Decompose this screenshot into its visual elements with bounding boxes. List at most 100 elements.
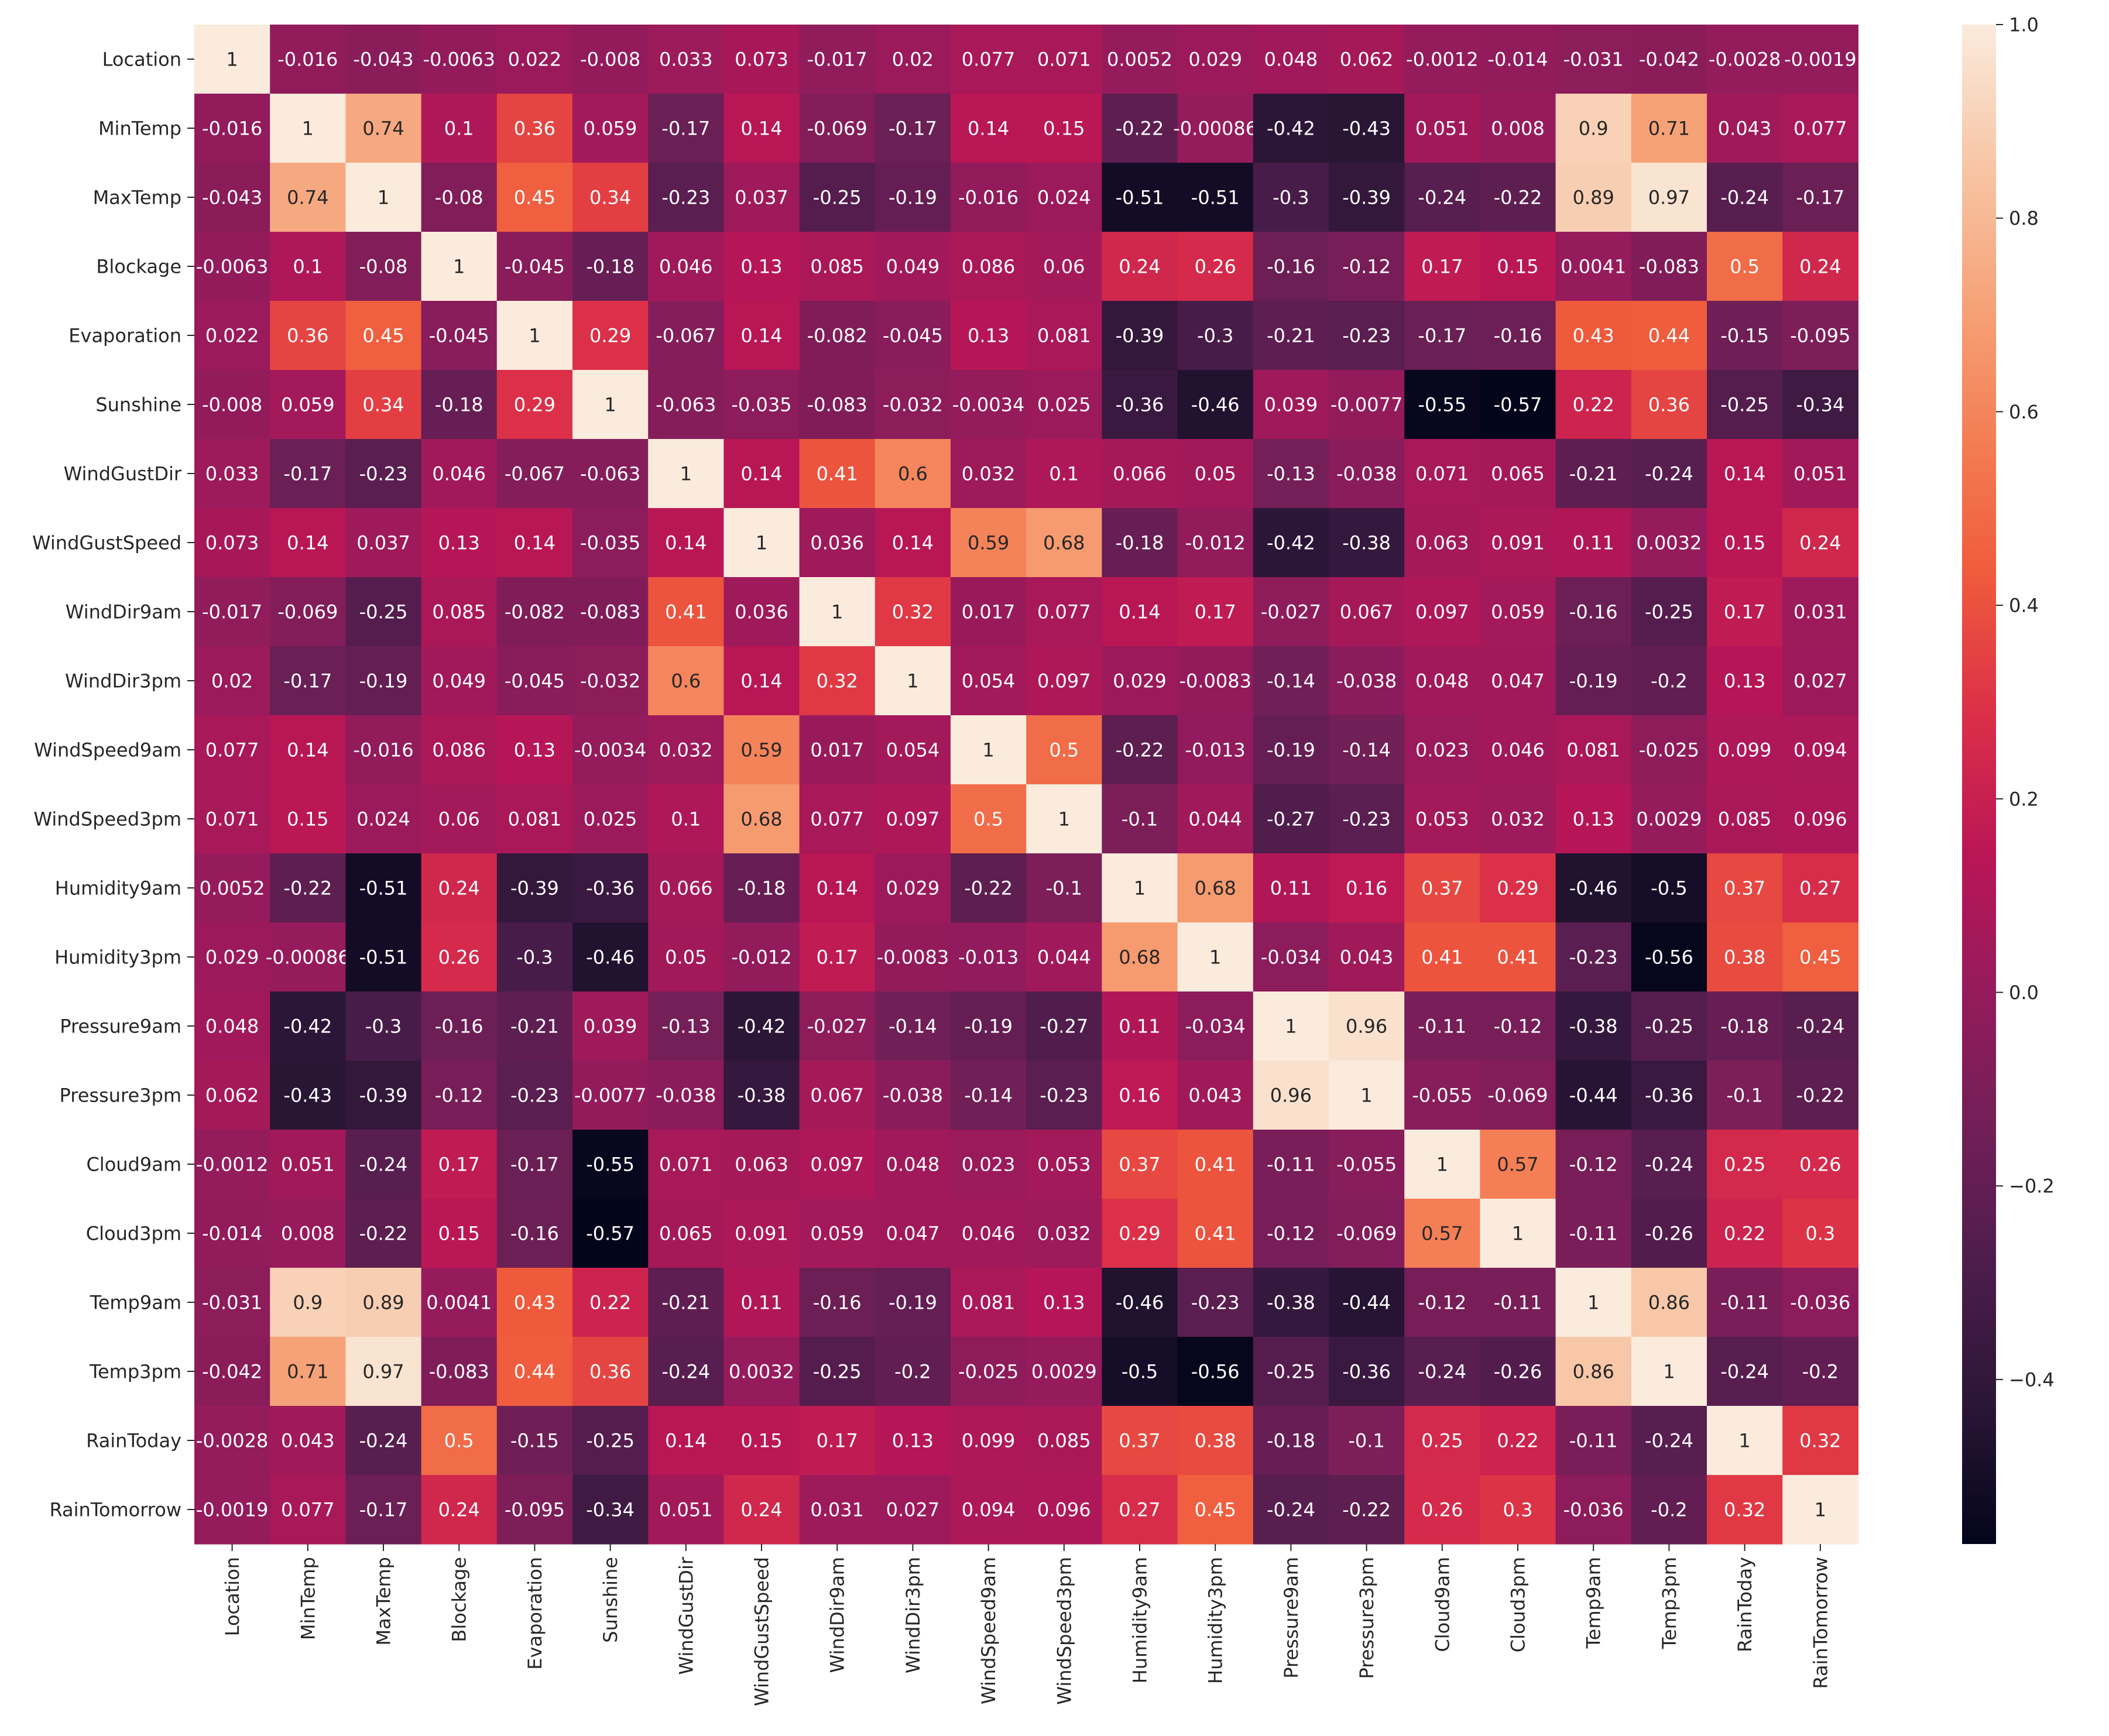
cell-value-label: -0.1 [1046,877,1082,900]
heatmap-cell [1631,25,1707,94]
y-tick-label: RainToday [86,1430,181,1452]
heatmap-cell [648,577,724,647]
heatmap-cell [1707,1475,1783,1545]
cell-value-label: -0.0012 [1406,49,1479,71]
cell-value-label: -0.57 [1494,394,1542,416]
heatmap-cell [1253,1130,1329,1199]
heatmap-cell [799,715,876,785]
x-tick-label: RainToday [1734,1557,1756,1652]
cell-value-label: -0.17 [510,1154,559,1176]
heatmap-cell [875,922,951,992]
heatmap-cell [1329,232,1405,301]
cell-value-label: 0.26 [1195,256,1236,278]
cell-value-label: -0.012 [1185,532,1246,554]
heatmap-cell [421,439,498,509]
heatmap-cell [799,646,876,716]
cell-value-label: 0.14 [287,532,328,554]
heatmap-cell [1480,715,1556,785]
heatmap-cell [421,1406,498,1476]
heatmap-cell [1102,301,1178,370]
heatmap-cell [799,922,876,992]
heatmap-cell [723,577,800,647]
cell-value-label: 0.14 [817,877,858,900]
cell-value-label: -0.067 [656,325,716,347]
heatmap-cell [1253,508,1329,578]
cell-value-label: -0.063 [580,463,640,485]
cell-value-label: -0.1 [1348,1430,1384,1452]
x-tick-label: Temp9am [1583,1557,1605,1649]
heatmap-cell [799,1475,876,1545]
cell-value-label: -0.016 [958,187,1019,209]
heatmap-cell [194,1268,270,1337]
cell-value-label: -0.11 [1720,1292,1769,1314]
heatmap-cell [1329,1268,1405,1337]
heatmap-cell [1253,1268,1329,1337]
cell-value-label: 0.57 [1421,1223,1463,1245]
y-tick-label: Pressure3pm [60,1085,181,1107]
heatmap-cell [875,784,951,854]
heatmap-cell [723,1268,800,1337]
heatmap-cell [799,163,876,232]
cell-value-label: 0.22 [1724,1223,1765,1245]
heatmap-cell [875,370,951,440]
cell-value-label: 1 [1587,1292,1599,1314]
cell-value-label: -0.13 [1267,463,1315,485]
heatmap-cell [648,1406,724,1476]
cell-value-label: -0.16 [1267,256,1315,278]
heatmap-cell [1404,1199,1480,1268]
cell-value-label: -0.23 [510,1085,559,1107]
heatmap-cell [496,991,573,1061]
cell-value-label: -0.18 [1720,1015,1769,1038]
cell-value-label: 0.059 [810,1223,864,1245]
heatmap-cell [648,25,724,94]
heatmap-cell [1631,1268,1707,1337]
cell-value-label: 0.022 [508,49,562,71]
heatmap-cell [572,508,649,578]
heatmap-cell [1555,163,1632,232]
heatmap-cell [194,991,270,1061]
cell-value-label: -0.44 [1569,1085,1618,1107]
cell-value-label: 0.37 [1119,1430,1160,1452]
heatmap-cell [1404,508,1480,578]
heatmap-cell [1707,370,1783,440]
cell-value-label: 0.11 [740,1292,782,1314]
cell-value-label: -0.23 [359,463,408,485]
cell-value-label: 0.086 [962,256,1016,278]
cell-value-label: -0.0028 [196,1430,269,1452]
heatmap-cell [496,94,573,163]
heatmap-cell [1782,301,1858,370]
heatmap-cell [270,1268,346,1337]
cell-value-label: 0.34 [362,394,404,416]
heatmap-cell [951,232,1027,301]
cell-value-label: -0.2 [894,1361,931,1383]
cell-value-label: -0.19 [1569,670,1618,692]
cell-value-label: 0.37 [1724,877,1765,900]
heatmap-cell [194,853,270,923]
cell-value-label: 0.0029 [1636,808,1702,831]
heatmap-cell [270,922,346,992]
cell-value-label: -0.045 [429,325,489,347]
heatmap-cell [1404,646,1480,716]
cell-value-label: 0.081 [1566,739,1620,761]
heatmap-cell [1404,163,1480,232]
cell-value-label: 0.046 [432,463,486,485]
cell-value-label: 0.008 [1491,118,1545,140]
heatmap-cell [648,301,724,370]
heatmap-cell [1253,232,1329,301]
heatmap-cell [1782,853,1858,923]
cell-value-label: 0.59 [740,739,782,761]
cell-value-label: -0.38 [1569,1015,1618,1038]
cell-value-label: -0.25 [813,187,862,209]
heatmap-cell [421,1199,498,1268]
x-tick-label: Blockage [448,1557,471,1642]
cell-value-label: 0.74 [287,187,328,209]
cell-value-label: 1 [1285,1015,1297,1038]
cell-value-label: -0.11 [1494,1292,1542,1314]
heatmap-cell [1253,1406,1329,1476]
cell-value-label: -0.12 [1569,1154,1618,1176]
cell-value-label: 0.41 [1421,946,1463,969]
cell-value-label: -0.08 [359,256,408,278]
cell-value-label: -0.067 [505,463,565,485]
x-tick-label: WindDir9am [827,1557,849,1673]
cell-value-label: 0.15 [1724,532,1765,554]
